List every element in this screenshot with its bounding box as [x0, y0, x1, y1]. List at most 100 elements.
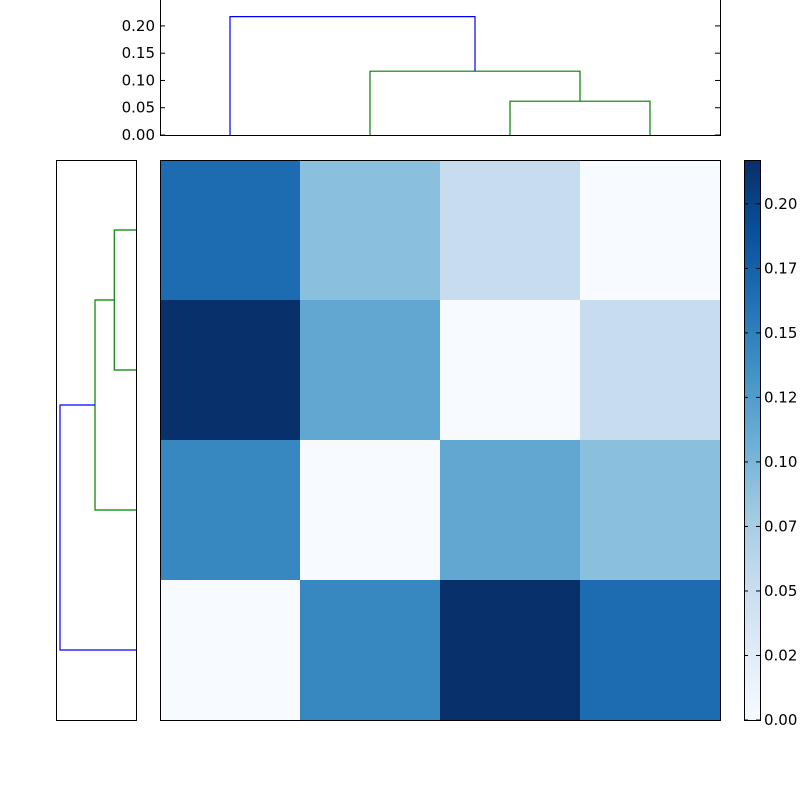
colorbar-segment [744, 576, 760, 581]
colorbar-segment [744, 656, 760, 661]
colorbar-segment [744, 172, 760, 177]
colorbar-segment [744, 516, 760, 521]
colorbar-segment [744, 596, 760, 601]
colorbar-segment [744, 348, 760, 353]
top-dendrogram-frame [160, 0, 721, 136]
colorbar-segment [744, 504, 760, 509]
colorbar-segment [744, 216, 760, 221]
colorbar-tick-label: 0.07 [764, 517, 797, 535]
colorbar-segment [744, 292, 760, 297]
colorbar-segment [744, 220, 760, 225]
colorbar-segment [744, 612, 760, 617]
colorbar-segment [744, 248, 760, 253]
colorbar-segment [744, 692, 760, 697]
colorbar-segment [744, 300, 760, 305]
colorbar-segment [744, 712, 760, 717]
colorbar-segment [744, 320, 760, 325]
colorbar-segment [744, 492, 760, 497]
colorbar-segment [744, 444, 760, 449]
heatmap-cell [440, 580, 581, 721]
colorbar-segment [744, 628, 760, 633]
colorbar-segment [744, 688, 760, 693]
colorbar-segment [744, 620, 760, 625]
colorbar-segment [744, 660, 760, 665]
colorbar-segment [744, 256, 760, 261]
colorbar-segment [744, 632, 760, 637]
colorbar-segment [744, 456, 760, 461]
colorbar-segment [744, 388, 760, 393]
colorbar-segment [744, 288, 760, 293]
colorbar-segment [744, 528, 760, 533]
colorbar-segment [744, 296, 760, 301]
colorbar-frame [744, 160, 761, 721]
colorbar-segment [744, 680, 760, 685]
heatmap-cell [300, 160, 441, 301]
heatmap-cells [160, 160, 721, 721]
colorbar-segment [744, 228, 760, 233]
colorbar-segment [744, 276, 760, 281]
colorbar-segment [744, 324, 760, 329]
colorbar-segment [744, 356, 760, 361]
colorbar-segment [744, 328, 760, 333]
colorbar-segment [744, 572, 760, 577]
colorbar-segment [744, 580, 760, 585]
colorbar-segment [744, 592, 760, 597]
colorbar-segment [744, 160, 760, 165]
colorbar-segment [744, 376, 760, 381]
colorbar-segment [744, 460, 760, 465]
left-dendrogram [56, 160, 137, 721]
colorbar-segment [744, 372, 760, 377]
colorbar-tick-label: 0.20 [764, 195, 797, 213]
colorbar-tick-label: 0.15 [764, 324, 797, 342]
colorbar-segment [744, 224, 760, 229]
colorbar-segment [744, 608, 760, 613]
colorbar-segment [744, 480, 760, 485]
colorbar-segment [744, 312, 760, 317]
colorbar-segment [744, 700, 760, 705]
heatmap-cell [160, 440, 301, 581]
colorbar-tick-label: 0.17 [764, 259, 797, 277]
top-dendrogram-link [229, 16, 476, 135]
colorbar-segment [744, 436, 760, 441]
colorbar-segment [744, 496, 760, 501]
colorbar-segment [744, 704, 760, 709]
colorbar-segment [744, 584, 760, 589]
colorbar-segment [744, 200, 760, 205]
colorbar-segment [744, 340, 760, 345]
colorbar-segment [744, 508, 760, 513]
colorbar-segment [744, 624, 760, 629]
colorbar-segment [744, 672, 760, 677]
colorbar-segment [744, 524, 760, 529]
colorbar-segment [744, 488, 760, 493]
colorbar-segment [744, 568, 760, 573]
colorbar-segment [744, 208, 760, 213]
heatmap-cell [580, 440, 721, 581]
colorbar-segment [744, 452, 760, 457]
colorbar-segment [744, 212, 760, 217]
left-dendrogram-link [59, 404, 136, 651]
left-dendrogram-frame [56, 160, 137, 721]
colorbar-segment [744, 600, 760, 605]
heatmap-frame [160, 160, 721, 721]
colorbar-segment [744, 236, 760, 241]
colorbar-segment [744, 364, 760, 369]
heatmap-cell [300, 580, 441, 721]
colorbar-segment [744, 428, 760, 433]
heatmap-cell [160, 580, 301, 721]
colorbar-segment [744, 440, 760, 445]
colorbar-tick-label: 0.05 [764, 582, 797, 600]
colorbar-segment [744, 604, 760, 609]
colorbar-segment [744, 264, 760, 269]
colorbar-segment [744, 260, 760, 265]
colorbar-segment [744, 424, 760, 429]
top-axis-tick-label: 0.20 [122, 17, 155, 35]
heatmap-cell [300, 300, 441, 441]
colorbar-segment [744, 304, 760, 309]
colorbar-segment [744, 552, 760, 557]
heatmap-cell [300, 440, 441, 581]
colorbar-segment [744, 196, 760, 201]
heatmap-cell [580, 580, 721, 721]
colorbar-segment [744, 284, 760, 289]
colorbar-segment [744, 588, 760, 593]
